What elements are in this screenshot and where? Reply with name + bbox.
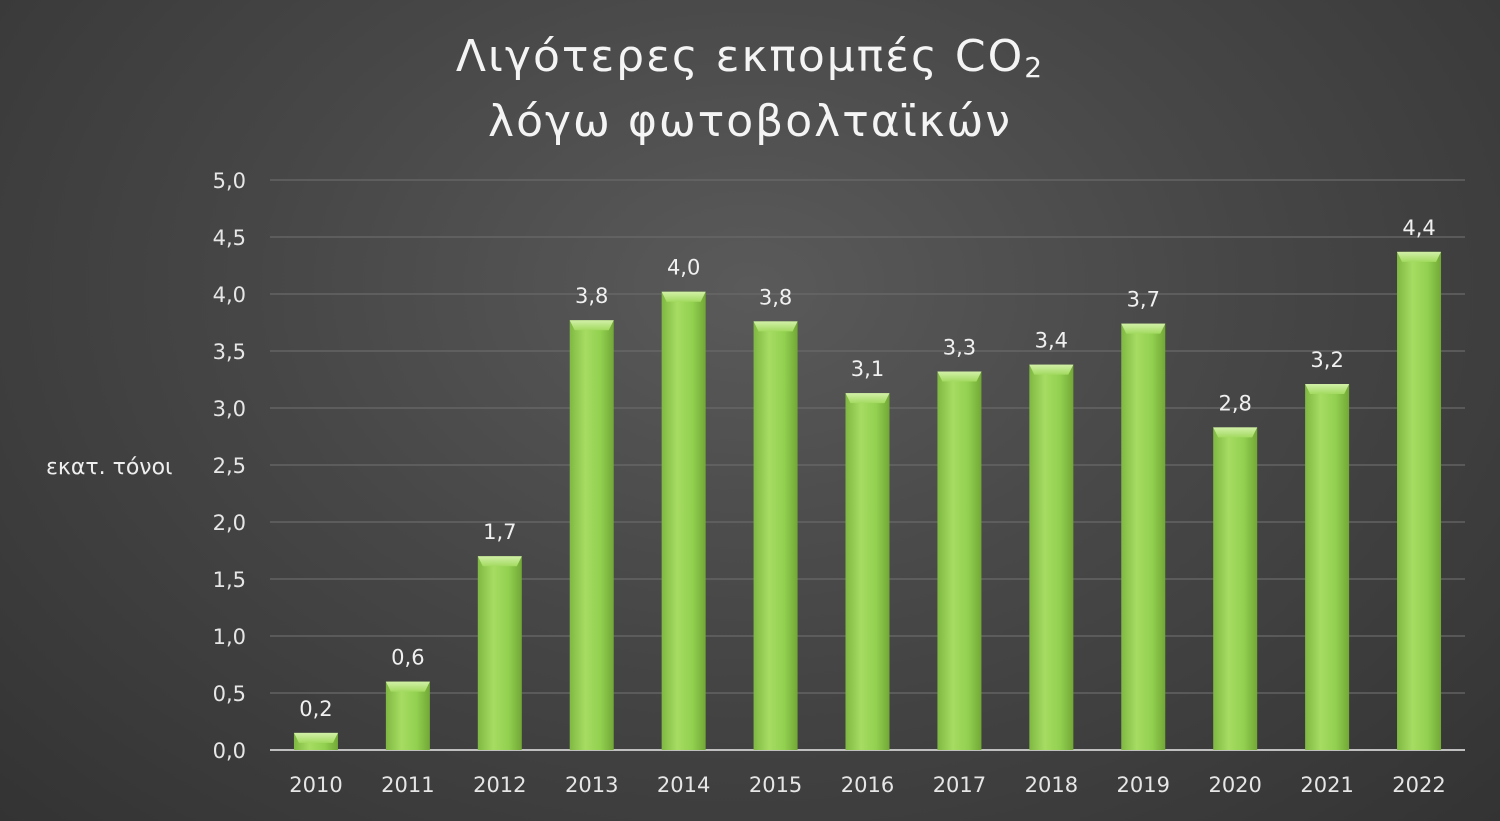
- bar-2011: [385, 681, 430, 750]
- x-tick-label: 2018: [1025, 773, 1078, 797]
- data-labels: 0,2 0,6 1,7 3,8 4,0 3,8 3,1 3,3 3,4 3,7 2,8 3,2 4,4: [299, 216, 1435, 721]
- y-axis-label: εκατ. τόνοι: [46, 455, 173, 480]
- chart-title: Λιγότερες εκπομπές CO2 λόγω φωτοβολταϊκών: [0, 30, 1500, 149]
- bar-top-bevel: [1121, 323, 1166, 334]
- bar-body: [1029, 364, 1074, 750]
- x-axis-ticks: 2010 2011 2012 2013 2014 2015 2016 2017 2018 2019…: [289, 773, 1446, 797]
- data-label: 3,8: [575, 284, 608, 308]
- x-tick-label: 2021: [1300, 773, 1353, 797]
- bar-2010: [293, 732, 338, 750]
- bar-body: [1121, 323, 1166, 750]
- bar-2016: [845, 393, 890, 750]
- y-tick-label: 3,0: [213, 397, 246, 421]
- y-tick-label: 5,0: [213, 169, 246, 193]
- y-tick-label: 1,5: [213, 568, 246, 592]
- y-tick-label: 0,5: [213, 682, 246, 706]
- y-tick-label: 4,0: [213, 283, 246, 307]
- x-tick-label: 2019: [1117, 773, 1170, 797]
- x-tick-label: 2016: [841, 773, 894, 797]
- x-tick-label: 2014: [657, 773, 710, 797]
- chart-title-main: Λιγότερες εκπομπές CO: [455, 31, 1025, 82]
- bar-top-bevel: [293, 732, 338, 743]
- x-tick-label: 2020: [1208, 773, 1261, 797]
- bar-2022: [1397, 251, 1442, 750]
- data-label: 3,4: [1035, 329, 1068, 353]
- bar-body: [753, 321, 798, 750]
- bar-2014: [661, 291, 706, 750]
- data-label: 1,7: [483, 520, 516, 544]
- y-axis-ticks: 0,0 0,5 1,0 1,5 2,0 2,5 3,0 3,5 4,0 4,5 5,0: [213, 169, 246, 763]
- bars: [293, 251, 1442, 750]
- bar-2013: [569, 320, 614, 750]
- bar-body: [845, 393, 890, 750]
- bar-top-bevel: [1305, 384, 1350, 395]
- bar-top-bevel: [1397, 251, 1442, 262]
- bar-top-bevel: [753, 321, 798, 332]
- x-tick-label: 2013: [565, 773, 618, 797]
- bar-top-bevel: [937, 371, 982, 382]
- bar-2020: [1213, 427, 1258, 750]
- bar-top-bevel: [569, 320, 614, 331]
- bar-top-bevel: [1213, 427, 1258, 438]
- bar-2012: [477, 556, 522, 750]
- data-label: 4,4: [1402, 216, 1435, 240]
- chart-title-subscript: 2: [1024, 51, 1045, 84]
- bar-top-bevel: [845, 393, 890, 404]
- bar-2015: [753, 321, 798, 750]
- y-tick-label: 2,0: [213, 511, 246, 535]
- data-label: 3,1: [851, 357, 884, 381]
- x-tick-label: 2017: [933, 773, 986, 797]
- bar-2019: [1121, 323, 1166, 750]
- bar-body: [477, 556, 522, 750]
- bar-top-bevel: [1029, 364, 1074, 375]
- bar-body: [1305, 384, 1350, 750]
- y-tick-label: 1,0: [213, 625, 246, 649]
- data-label: 3,8: [759, 285, 792, 309]
- bar-body: [661, 291, 706, 750]
- bar-body: [385, 681, 430, 750]
- x-tick-label: 2022: [1392, 773, 1445, 797]
- data-label: 0,2: [299, 697, 332, 721]
- bar-2021: [1305, 384, 1350, 750]
- bar-2018: [1029, 364, 1074, 750]
- bar-body: [937, 371, 982, 750]
- bar-body: [1213, 427, 1258, 750]
- data-label: 3,3: [943, 336, 976, 360]
- bar-body: [569, 320, 614, 750]
- y-tick-label: 3,5: [213, 340, 246, 364]
- data-label: 0,6: [391, 646, 424, 670]
- y-tick-label: 0,0: [213, 739, 246, 763]
- bar-top-bevel: [385, 681, 430, 692]
- x-tick-label: 2012: [473, 773, 526, 797]
- bar-body: [1397, 251, 1442, 750]
- data-label: 2,8: [1218, 391, 1251, 415]
- x-tick-label: 2011: [381, 773, 434, 797]
- data-label: 4,0: [667, 256, 700, 280]
- chart-title-line2: λόγω φωτοβολταϊκών: [488, 96, 1012, 147]
- data-label: 3,2: [1310, 348, 1343, 372]
- bar-top-bevel: [477, 556, 522, 567]
- bar-top-bevel: [661, 291, 706, 302]
- bar-2017: [937, 371, 982, 750]
- y-tick-label: 2,5: [213, 454, 246, 478]
- x-tick-label: 2010: [289, 773, 342, 797]
- x-tick-label: 2015: [749, 773, 802, 797]
- y-tick-label: 4,5: [213, 226, 246, 250]
- data-label: 3,7: [1127, 288, 1160, 312]
